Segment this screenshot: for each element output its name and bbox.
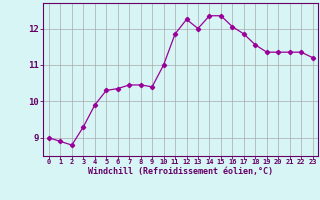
- X-axis label: Windchill (Refroidissement éolien,°C): Windchill (Refroidissement éolien,°C): [88, 167, 273, 176]
